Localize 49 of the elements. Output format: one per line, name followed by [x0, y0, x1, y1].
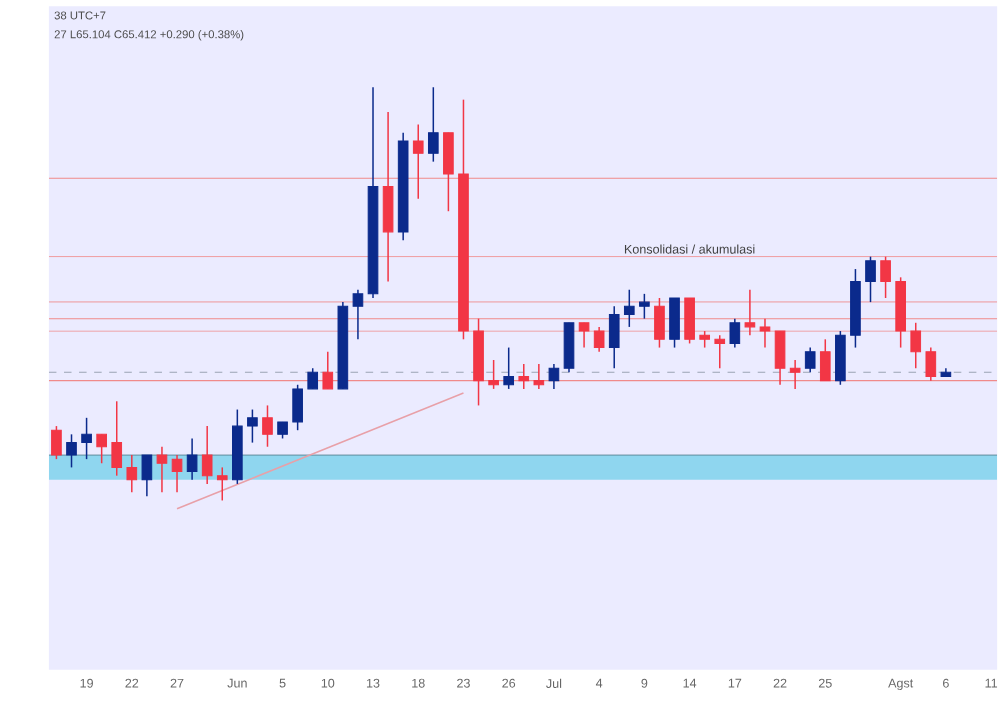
- candlestick: [322, 350, 334, 390]
- candlestick: [714, 334, 726, 369]
- candlestick: [186, 437, 198, 481]
- candlestick: [578, 321, 590, 349]
- candlestick: [141, 453, 153, 497]
- candlestick: [774, 330, 786, 386]
- candlestick: [623, 288, 635, 328]
- candlestick: [111, 400, 123, 477]
- candlestick: [759, 317, 771, 349]
- candlestick: [608, 305, 620, 369]
- candlestick: [292, 383, 303, 431]
- candlestick: [925, 346, 937, 382]
- candlestick: [412, 123, 424, 200]
- candlestick: [201, 425, 213, 485]
- candlestick: [865, 255, 876, 303]
- candlestick: [503, 346, 515, 390]
- candlestick: [427, 86, 439, 163]
- candlestick: [488, 358, 499, 390]
- candlestick: [247, 408, 258, 444]
- candlestick: [533, 363, 545, 390]
- candlestick: [96, 433, 107, 464]
- candlestick: [593, 325, 605, 353]
- candlestick: [352, 288, 364, 340]
- candlestick: [880, 255, 891, 299]
- candlestick: [654, 296, 665, 349]
- candlestick: [669, 296, 680, 349]
- candlestick: [171, 453, 183, 493]
- candlestick: [51, 425, 62, 460]
- candlestick: [744, 288, 756, 336]
- candlestick: [819, 338, 831, 382]
- candlestick: [81, 416, 92, 460]
- candlestick: [126, 453, 138, 493]
- candlestick: [307, 367, 319, 390]
- candlestick: [66, 433, 77, 468]
- candlestick: [835, 330, 846, 386]
- candlestick: [262, 404, 273, 448]
- candlestick: [729, 317, 741, 349]
- candlestick: [156, 445, 168, 493]
- candlestick: [804, 346, 816, 373]
- candlestick: [518, 363, 530, 390]
- candlestick: [639, 292, 650, 320]
- candlestick: [443, 131, 454, 212]
- candlestick: [216, 466, 228, 501]
- candlestick: [684, 296, 695, 344]
- candlestick: [563, 321, 575, 373]
- candlestick: [382, 111, 394, 282]
- candlestick: [789, 358, 801, 390]
- candlestick: [910, 321, 922, 369]
- candlestick: [548, 363, 560, 390]
